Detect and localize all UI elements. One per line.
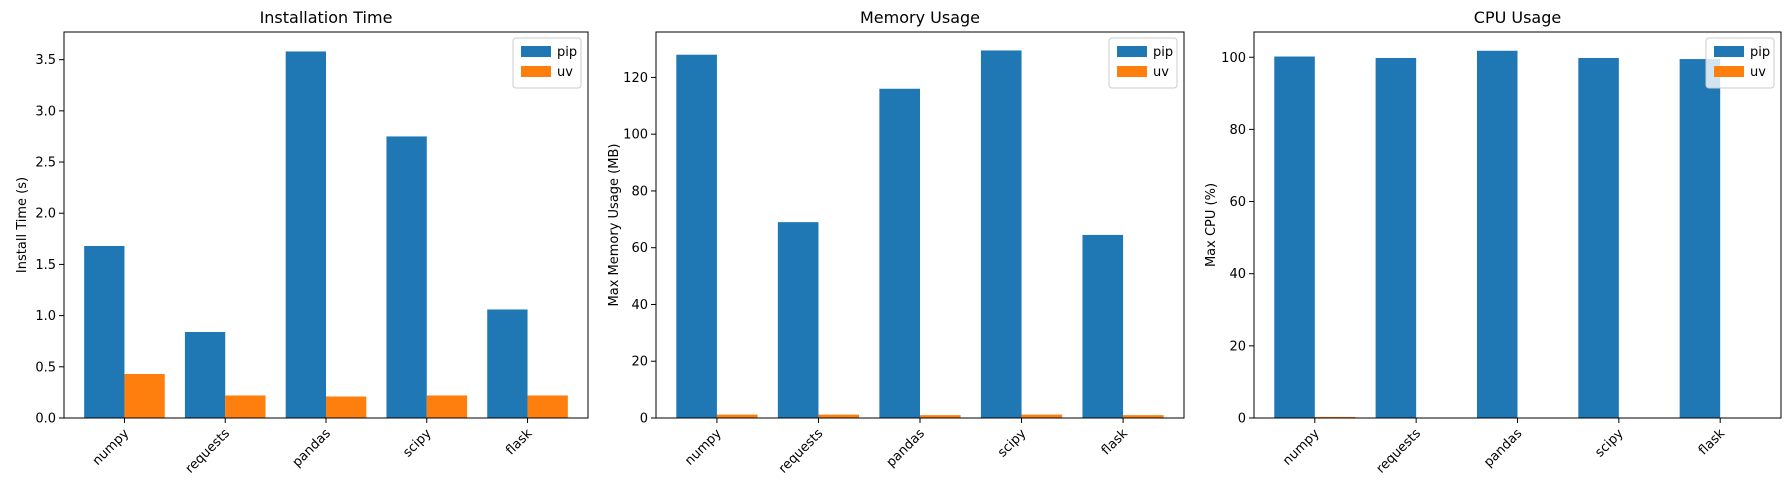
- y-tick-label: 20: [1229, 339, 1246, 354]
- y-tick-label: 0: [640, 412, 648, 427]
- bar-pip-pandas: [1476, 50, 1518, 418]
- y-tick-label: 100: [623, 128, 648, 143]
- bar-uv-scipy: [426, 395, 468, 418]
- bar-pip-scipy: [386, 136, 427, 418]
- y-tick-label: 2.0: [35, 207, 56, 222]
- x-tick-label: pandas: [1481, 426, 1525, 470]
- chart-panel-2: 0 20 40 60 80 100 numpy requests pandas scipy flas…: [1204, 8, 1782, 477]
- y-tick-label: 120: [623, 71, 648, 86]
- bar-pip-requests: [777, 222, 819, 418]
- y-tick-label: 3.0: [35, 104, 56, 119]
- bar-pip-numpy: [84, 245, 125, 418]
- x-tick-label: requests: [1374, 426, 1424, 476]
- legend-label-pip: pip: [1750, 45, 1770, 60]
- bar-uv-flask: [1123, 415, 1164, 418]
- y-tick-label: 0.5: [35, 360, 56, 375]
- bar-pip-numpy: [1274, 56, 1315, 418]
- x-tick-label: numpy: [90, 426, 133, 469]
- chart-title: CPU Usage: [1474, 8, 1561, 27]
- x-tick-label: scipy: [1592, 426, 1626, 460]
- x-tick-label: requests: [776, 426, 826, 476]
- y-tick-label: 100: [1221, 51, 1246, 66]
- x-tick-label: pandas: [884, 426, 928, 470]
- legend-label-uv: uv: [1153, 65, 1169, 80]
- y-tick-label: 0: [1238, 412, 1246, 427]
- y-tick-label: 80: [1229, 123, 1246, 138]
- y-tick-label: 1.5: [35, 258, 56, 273]
- bar-pip-pandas: [879, 88, 920, 418]
- y-tick-label: 20: [631, 355, 648, 370]
- legend-label-pip: pip: [1153, 45, 1173, 60]
- legend: pip uv: [1108, 37, 1178, 89]
- bar-pip-scipy: [980, 50, 1022, 418]
- y-tick-label: 40: [1229, 267, 1246, 282]
- bar-uv-numpy: [124, 373, 165, 418]
- x-tick-label: scipy: [995, 426, 1029, 460]
- bar-pip-flask: [1679, 59, 1721, 419]
- bar-uv-numpy: [716, 414, 758, 418]
- y-tick-label: 3.5: [35, 53, 56, 68]
- bar-pip-flask: [487, 309, 528, 418]
- bar-pip-requests: [184, 331, 226, 418]
- bar-pip-pandas: [285, 51, 326, 418]
- x-tick-label: numpy: [682, 426, 725, 469]
- legend: pip uv: [1705, 37, 1775, 89]
- bar-uv-numpy: [1314, 416, 1356, 418]
- y-tick-label: 40: [631, 298, 648, 313]
- bar-uv-requests: [818, 414, 860, 418]
- y-tick-label: 60: [631, 241, 648, 256]
- chart-panel-1: 0 20 40 60 80 100 120 numpy requests pandas scipy f…: [607, 8, 1185, 477]
- y-tick-label: 80: [631, 184, 648, 199]
- legend-swatch-pip: [521, 46, 551, 57]
- y-axis-label: Install Time (s): [15, 177, 30, 273]
- legend-swatch-pip: [1117, 46, 1147, 57]
- legend: pip uv: [512, 37, 582, 89]
- bar-pip-scipy: [1578, 57, 1619, 418]
- bar-pip-requests: [1375, 57, 1417, 418]
- x-tick-label: numpy: [1280, 426, 1323, 469]
- bar-uv-flask: [527, 395, 568, 418]
- x-tick-label: flask: [1099, 426, 1131, 458]
- legend-label-uv: uv: [557, 65, 573, 80]
- legend-label-uv: uv: [1750, 65, 1766, 80]
- y-tick-label: 0.0: [35, 412, 56, 427]
- legend-swatch-uv: [1714, 66, 1744, 77]
- x-tick-label: scipy: [400, 426, 434, 460]
- y-axis-label: Max Memory Usage (MB): [607, 144, 622, 307]
- x-tick-label: requests: [183, 426, 233, 476]
- bar-pip-flask: [1082, 234, 1124, 418]
- y-axis-label: Max CPU (%): [1204, 183, 1219, 267]
- x-tick-label: pandas: [290, 426, 334, 470]
- bar-uv-scipy: [1021, 414, 1063, 418]
- chart-title: Memory Usage: [860, 8, 980, 27]
- legend-swatch-uv: [1117, 66, 1147, 77]
- bar-uv-pandas: [326, 396, 367, 418]
- y-tick-label: 60: [1229, 195, 1246, 210]
- chart-title: Installation Time: [260, 8, 393, 27]
- bar-uv-requests: [225, 395, 266, 418]
- legend-swatch-pip: [1714, 46, 1744, 57]
- x-tick-label: flask: [503, 426, 535, 458]
- y-tick-label: 2.5: [35, 156, 56, 171]
- legend-swatch-uv: [521, 66, 551, 77]
- bar-uv-pandas: [920, 415, 961, 418]
- y-tick-label: 1.0: [35, 309, 56, 324]
- bar-pip-numpy: [676, 54, 717, 419]
- legend-label-pip: pip: [557, 45, 577, 60]
- chart-panel-0: 0.0 0.5 1.0 1.5 2.0 2.5 3.0 3.5 numpy requests pan…: [15, 8, 589, 477]
- x-tick-label: flask: [1696, 426, 1728, 458]
